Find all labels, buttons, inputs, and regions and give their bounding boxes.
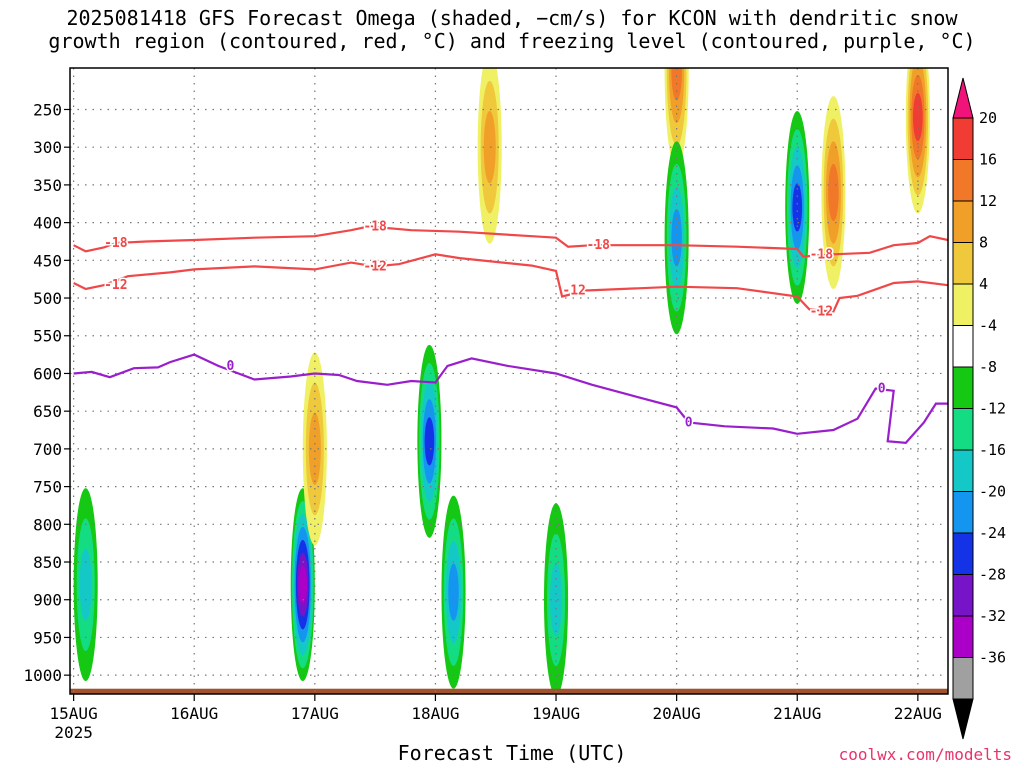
y-tick-label-450: 450 (33, 251, 62, 270)
y-tick-label-650: 650 (33, 402, 62, 421)
colorbar-label-4: 4 (979, 275, 988, 293)
omega-feature-11 (913, 92, 923, 142)
colorbar-label--8: -8 (979, 358, 997, 376)
y-tick-label-950: 950 (33, 628, 62, 647)
dgz-minus12-contour-label: -12 (363, 259, 386, 274)
x-tick-label-15AUG: 15AUG (50, 704, 98, 723)
x-tick-label-16AUG: 16AUG (170, 704, 218, 723)
x-tick-label-22AUG: 22AUG (894, 704, 942, 723)
omega-feature-9 (792, 183, 803, 232)
colorbar-swatch-2 (952, 159, 974, 202)
y-tick-label-850: 850 (33, 553, 62, 572)
y-tick-label-800: 800 (33, 515, 62, 534)
colorbar-labels: 20 16 12 8 4 -4 -8 -12 -16 -20 -24 -28 -32 -36 (979, 109, 1006, 667)
colorbar-label-12: 12 (979, 192, 997, 210)
freezing-level-contour-label: 0 (878, 382, 886, 397)
y-tick-label-400: 400 (33, 214, 62, 233)
x-tick-label-20AUG: 20AUG (653, 704, 701, 723)
colorbar-swatch-12 (952, 574, 974, 617)
x-tick-label-18AUG: 18AUG (411, 704, 459, 723)
dgz-minus12-contour (73, 253, 948, 313)
colorbar-label--16: -16 (979, 441, 1006, 459)
colorbar (952, 77, 974, 740)
colorbar-label--36: -36 (979, 649, 1006, 667)
colorbar-bottom-arrow (952, 698, 974, 740)
x-axis-ticks: 15AUG 16AUG 17AUG 18AUG 19AUG 20AUG 21AUG 22AUG… (50, 694, 942, 742)
plot-frame (69, 67, 949, 695)
colorbar-swatch-14 (952, 657, 974, 700)
dgz-minus12-contour-label: -12 (562, 283, 585, 298)
omega-feature-6 (550, 563, 563, 636)
y-tick-label-900: 900 (33, 591, 62, 610)
y-tick-label-550: 550 (33, 327, 62, 346)
y-tick-label-250: 250 (33, 100, 62, 119)
chart-title-line-2: growth region (contoured, red, °C) and f… (48, 29, 976, 53)
y-tick-label-350: 350 (33, 176, 62, 195)
freezing-level-contour-label: 0 (226, 359, 234, 374)
y-tick-label-750: 750 (33, 478, 62, 497)
chart-title-line-1: 2025081418 GFS Forecast Omega (shaded, −… (66, 6, 958, 30)
x-axis-label: Forecast Time (UTC) (397, 741, 627, 765)
credit-link[interactable]: coolwx.com/modelts (838, 745, 1012, 764)
colorbar-label--4: -4 (979, 317, 997, 335)
omega-feature-8 (671, 209, 682, 267)
ground-layer (70, 688, 948, 694)
dgz-minus18-contour-label: -18 (363, 219, 387, 234)
freezing-level-contour-label: 0 (685, 415, 693, 430)
colorbar-top-arrow (952, 77, 974, 119)
colorbar-label--32: -32 (979, 607, 1006, 625)
x-tick-label-21AUG: 21AUG (773, 704, 821, 723)
omega-feature-10 (828, 163, 839, 222)
dgz-minus12-contour-label: -12 (810, 305, 833, 320)
y-tick-label-600: 600 (33, 364, 62, 383)
y-axis-ticks: 250 300 350 400 450 500 550 600 650 700 750 800 850 9… (23, 100, 70, 685)
omega-feature-5 (483, 111, 496, 184)
x-tick-label-17AUG: 17AUG (291, 704, 339, 723)
colorbar-label-16: 16 (979, 151, 997, 169)
colorbar-swatch-6 (952, 325, 974, 368)
dgz-minus18-contour-label: -18 (810, 247, 834, 262)
omega-feature-0 (79, 548, 92, 621)
colorbar-swatch-8 (952, 408, 974, 451)
y-tick-label-500: 500 (33, 289, 62, 308)
colorbar-swatch-1 (952, 117, 974, 160)
omega-feature-4 (448, 563, 459, 621)
colorbar-swatch-4 (952, 242, 974, 285)
contours: -18 -18 -18 -18 -12 -12 -12 -12 0 0 0 (73, 218, 948, 444)
colorbar-swatch-11 (952, 532, 974, 575)
plot-background (70, 68, 948, 694)
colorbar-label--24: -24 (979, 524, 1006, 542)
x-year-label: 2025 (54, 723, 93, 742)
y-tick-label-700: 700 (33, 440, 62, 459)
colorbar-label--28: -28 (979, 566, 1006, 584)
freezing-level-contour (73, 353, 948, 444)
ground-surface (70, 688, 948, 694)
dgz-minus12-contour-label: -12 (104, 278, 127, 293)
omega-feature-3 (424, 417, 435, 466)
x-tick-label-19AUG: 19AUG (532, 704, 580, 723)
dgz-minus18-contour-label: -18 (104, 236, 128, 251)
omega-feature-2 (308, 412, 321, 486)
colorbar-swatch-13 (952, 615, 974, 658)
colorbar-swatch-7 (952, 366, 974, 409)
colorbar-label-20: 20 (979, 109, 997, 127)
colorbar-swatch-9 (952, 449, 974, 492)
dgz-minus18-contour (73, 225, 948, 258)
omega-shading (73, 68, 930, 694)
colorbar-swatch-5 (952, 283, 974, 326)
colorbar-label--12: -12 (979, 400, 1006, 418)
omega-feature-1 (298, 565, 308, 604)
colorbar-label-8: 8 (979, 234, 988, 252)
dgz-minus18-contour-label: -18 (587, 238, 611, 253)
colorbar-swatch-3 (952, 200, 974, 243)
y-tick-label-1000: 1000 (23, 666, 62, 685)
colorbar-swatch-10 (952, 491, 974, 534)
plot-area: -18 -18 -18 -18 -12 -12 -12 -12 0 0 0 (69, 67, 949, 695)
y-tick-label-300: 300 (33, 138, 62, 157)
colorbar-label--20: -20 (979, 483, 1006, 501)
